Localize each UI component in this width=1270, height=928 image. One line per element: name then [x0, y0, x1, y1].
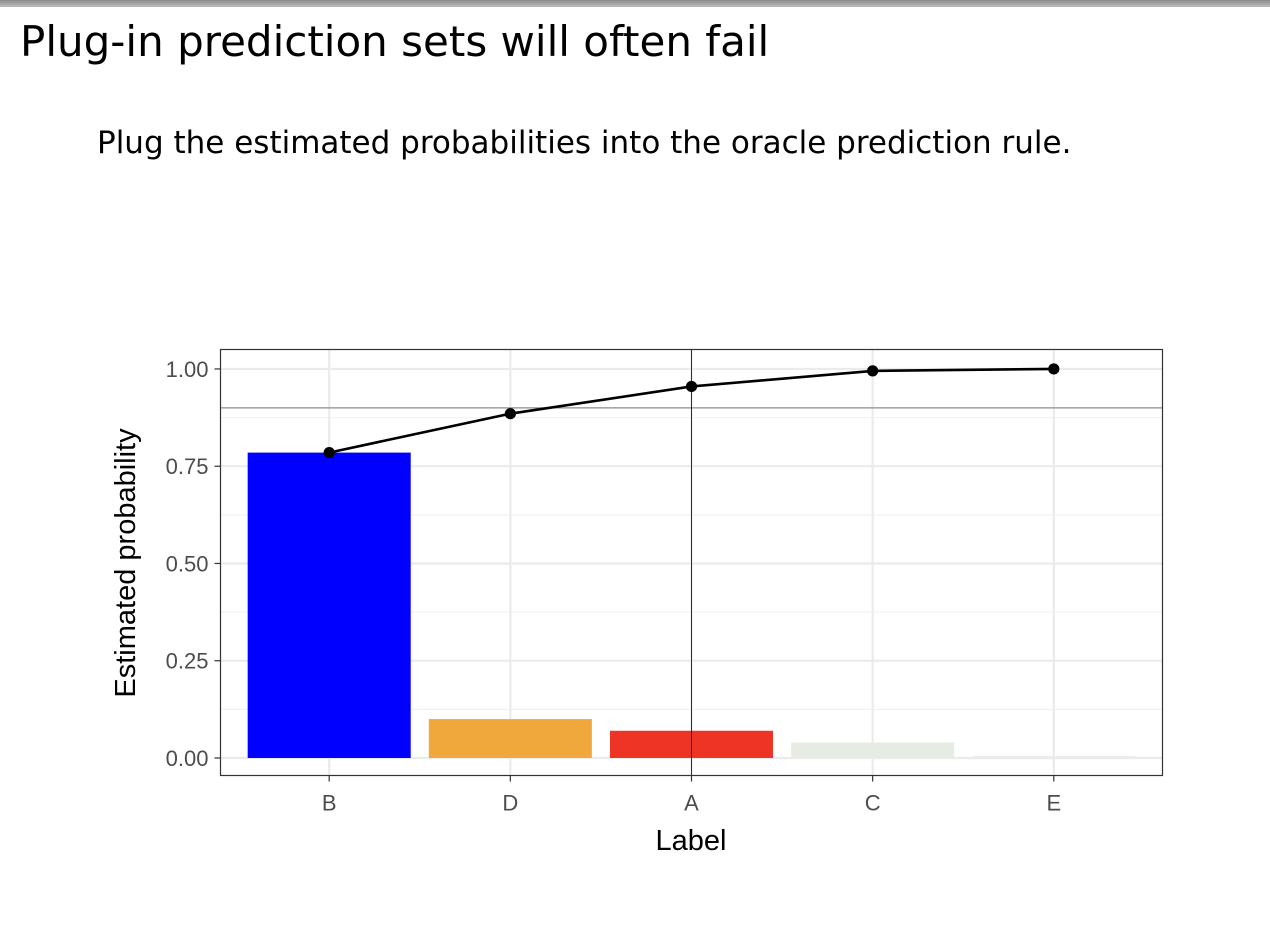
bar-C: [791, 742, 955, 758]
top-rule: [0, 0, 1270, 7]
cumulative-point-C: [867, 365, 879, 377]
y-tick-label: 1.00: [166, 357, 209, 382]
cumulative-point-B: [323, 446, 335, 459]
x-tick-label: B: [322, 791, 337, 816]
probability-bar-chart: 0.00 0.25 0.50 0.75 1.00 B D A C E Label Estimate…: [110, 348, 1164, 857]
cumulative-point-E: [1048, 363, 1060, 375]
cumulative-point-A: [685, 380, 698, 393]
cumulative-point-D: [504, 408, 516, 420]
y-tick-label: 0.25: [166, 649, 209, 674]
y-tick-label: 0.75: [166, 454, 209, 479]
y-tick-label: 0.00: [166, 746, 209, 771]
bar-E: [972, 756, 1136, 758]
x-tick-label: C: [865, 791, 881, 816]
x-tick-label: E: [1046, 791, 1061, 816]
reference-lines-layer: [220, 349, 1163, 776]
cumulative-line-layer: [323, 363, 1060, 459]
bar-D: [428, 719, 592, 758]
x-axis-title: Label: [656, 825, 727, 857]
slide-subtitle: Plug the estimated probabilities into th…: [97, 125, 1072, 161]
bar-B: [247, 452, 411, 758]
axes-layer: 0.00 0.25 0.50 0.75 1.00 B D A C E: [166, 357, 1061, 816]
y-tick-label: 0.50: [166, 551, 209, 576]
y-axis-title: Estimated probability: [110, 428, 142, 698]
x-tick-label: D: [502, 791, 518, 816]
x-tick-label: A: [684, 791, 699, 816]
slide-title: Plug-in prediction sets will often fail: [20, 17, 770, 66]
